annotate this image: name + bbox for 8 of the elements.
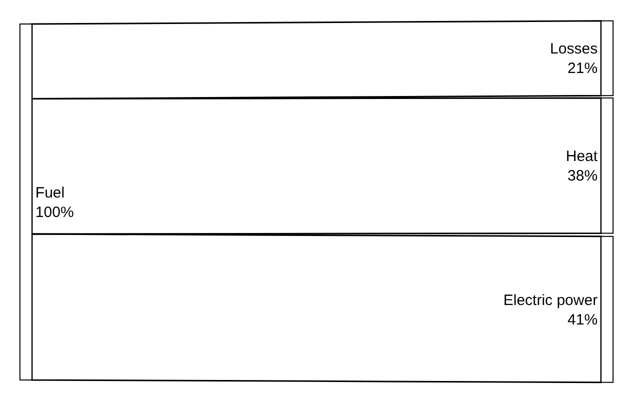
- data-label: 41%: [568, 311, 598, 328]
- category-label: Losses: [550, 40, 598, 58]
- category-label: Electric power: [503, 292, 598, 309]
- data-label: 21%: [568, 60, 598, 78]
- data-label: 100%: [35, 204, 74, 221]
- data-label: 38%: [568, 168, 598, 185]
- category-label: Fuel: [35, 184, 65, 202]
- category-label: Heat: [566, 148, 598, 166]
